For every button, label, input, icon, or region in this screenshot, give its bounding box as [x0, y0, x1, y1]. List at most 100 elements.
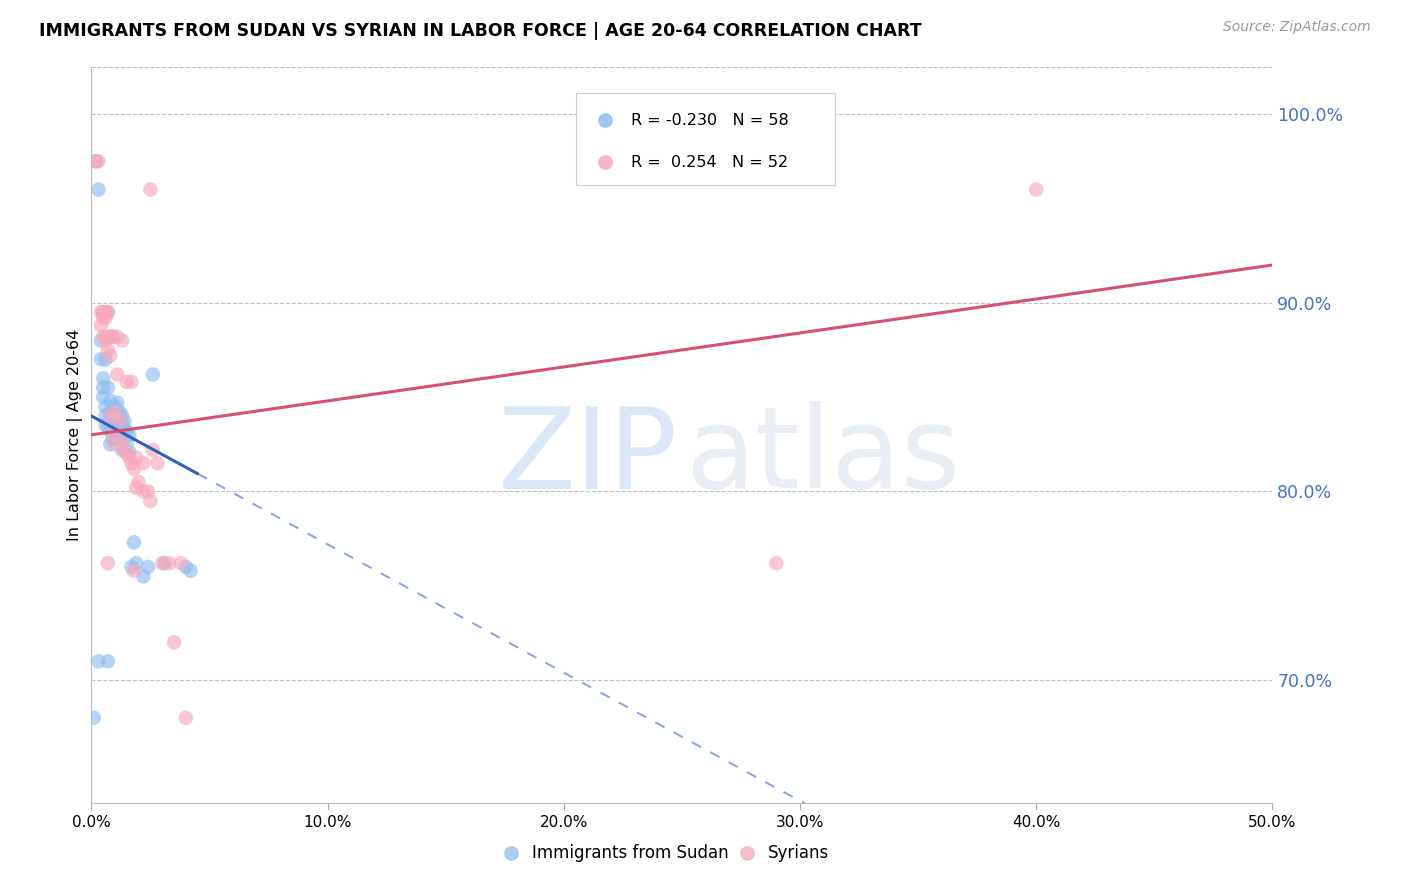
Point [170, 556, 193, 570]
Point [128, 475, 150, 489]
Point [94, 305, 117, 319]
Point [105, 368, 128, 382]
Point [91, 381, 114, 395]
Point [121, 456, 143, 470]
Y-axis label: In Labor Force | Age 20-64: In Labor Force | Age 20-64 [67, 329, 83, 541]
Point [111, 334, 134, 348]
Point [97, 654, 120, 668]
Point [105, 405, 128, 419]
Point [765, 556, 787, 570]
Point [83, 711, 105, 725]
Point [98, 330, 121, 344]
Point [87, 654, 110, 668]
Point [101, 432, 124, 446]
Point [142, 368, 165, 382]
Point [97, 381, 120, 395]
Point [1108, 244, 1130, 258]
Point [115, 447, 138, 461]
Point [94, 400, 117, 414]
Text: Syrians: Syrians [768, 844, 830, 862]
Point [101, 330, 124, 344]
Point [114, 415, 136, 429]
Point [97, 305, 120, 319]
Text: R = -0.230   N = 58: R = -0.230 N = 58 [631, 112, 789, 128]
Text: atlas: atlas [686, 401, 960, 512]
Point [174, 560, 197, 574]
Point [132, 484, 155, 499]
Point [101, 400, 124, 414]
Point [98, 349, 121, 363]
Point [115, 375, 138, 389]
Point [104, 409, 127, 423]
Point [84, 154, 107, 169]
Point [108, 413, 131, 427]
Point [163, 635, 186, 649]
Point [115, 435, 138, 450]
Point [90, 334, 112, 348]
Point [111, 425, 134, 440]
Point [114, 442, 136, 457]
Point [90, 352, 112, 367]
Point [101, 330, 124, 344]
Point [105, 413, 128, 427]
Point [136, 560, 159, 574]
FancyBboxPatch shape [575, 93, 835, 185]
Point [91, 305, 114, 319]
Point [111, 434, 134, 448]
Point [125, 481, 148, 495]
Point [91, 371, 114, 385]
Point [101, 405, 124, 419]
Point [94, 310, 117, 325]
Point [1108, 351, 1130, 366]
Point [157, 556, 180, 570]
Point [153, 556, 176, 570]
Text: Source: ZipAtlas.com: Source: ZipAtlas.com [1223, 20, 1371, 34]
Point [91, 390, 114, 404]
Point [104, 432, 127, 446]
Text: IMMIGRANTS FROM SUDAN VS SYRIAN IN LABOR FORCE | AGE 20-64 CORRELATION CHART: IMMIGRANTS FROM SUDAN VS SYRIAN IN LABOR… [39, 22, 922, 40]
Point [108, 432, 131, 446]
Point [111, 409, 134, 423]
Point [98, 393, 121, 408]
Text: ZIP: ZIP [498, 401, 678, 512]
Point [111, 417, 134, 431]
Point [118, 450, 141, 465]
Point [104, 405, 127, 419]
Point [104, 400, 127, 414]
Point [98, 405, 121, 419]
Point [1025, 182, 1047, 196]
Point [94, 409, 117, 423]
Point [180, 564, 202, 578]
Point [122, 564, 145, 578]
Point [90, 318, 112, 333]
Point [114, 442, 136, 457]
Point [132, 569, 155, 583]
Point [87, 154, 110, 169]
Point [97, 343, 120, 357]
Point [118, 428, 141, 442]
Point [121, 375, 143, 389]
Point [91, 330, 114, 344]
Point [114, 424, 136, 438]
Point [125, 450, 148, 465]
Point [121, 560, 143, 574]
Point [84, 154, 107, 169]
Point [101, 413, 124, 427]
Point [122, 535, 145, 549]
Point [104, 437, 127, 451]
Text: R =  0.254   N = 52: R = 0.254 N = 52 [631, 155, 789, 169]
Point [146, 456, 169, 470]
Point [94, 352, 117, 367]
Point [97, 418, 120, 433]
Point [139, 182, 162, 196]
Point [142, 442, 165, 457]
Point [98, 413, 121, 427]
Point [105, 330, 128, 344]
Point [150, 556, 173, 570]
Point [101, 428, 124, 442]
Point [174, 711, 197, 725]
Point [98, 424, 121, 438]
Point [94, 334, 117, 348]
Point [118, 445, 141, 459]
Point [91, 310, 114, 325]
